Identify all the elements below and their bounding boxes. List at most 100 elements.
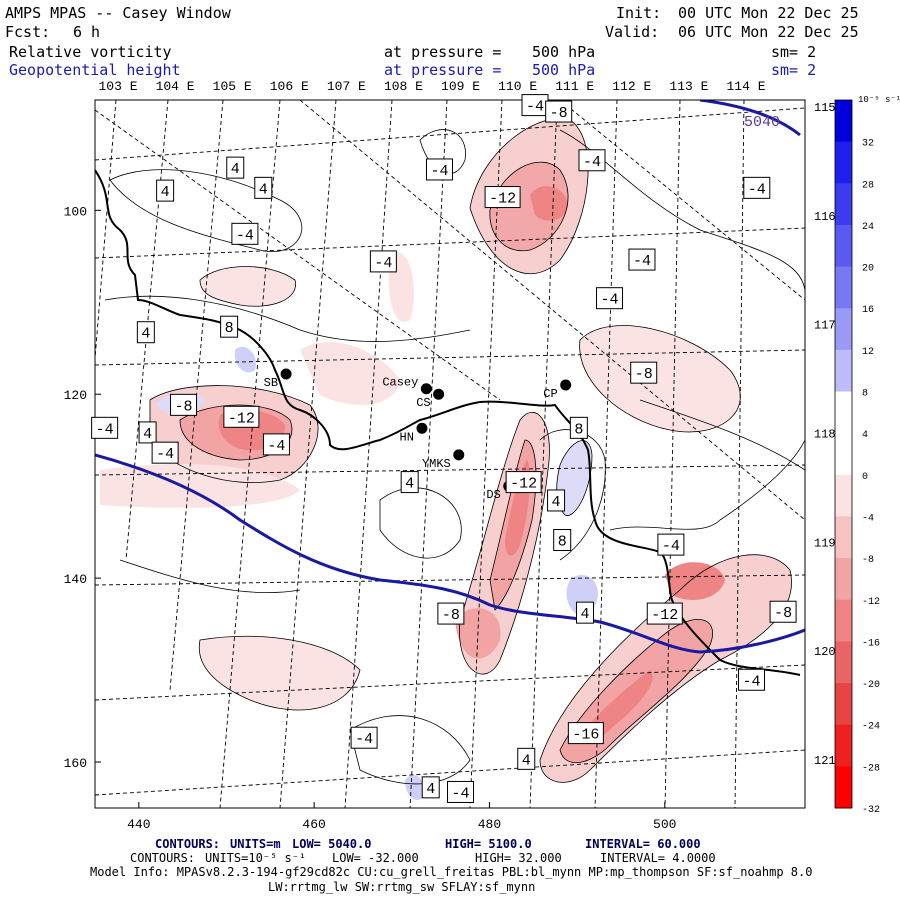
svg-text:-12: -12 [228,410,255,427]
contour-value-label: -8 [437,602,465,625]
station-marker [453,449,465,461]
colorbar-segment [835,100,852,143]
station-label: HN [400,430,414,444]
vorticity-label-layer: -4 -8-4-4-12-444 4-4-4 -4-44 8-8-8-12-44-4 8-… [91,94,797,803]
colorbar-label: -32 [862,805,880,816]
colorbar-label: 28 [862,180,874,191]
footer-height-units: UNITS=m [230,837,281,851]
longitude-label: 106 E [270,79,309,94]
contour-value-label: -4 [231,222,259,245]
svg-text:8: 8 [574,421,583,438]
coastline [95,169,801,676]
svg-text:-8: -8 [442,607,460,624]
contour-value-label: -12 [646,602,683,625]
colorbar-label: -28 [862,763,880,774]
contour-value-label: -4 [447,780,475,803]
x-tick-label: 460 [302,817,325,832]
field2-name: Geopotential height [9,61,181,79]
svg-text:-4: -4 [452,785,470,802]
longitude-label: 107 E [327,79,366,94]
longitude-label: 108 E [384,79,423,94]
colorbar-segment [835,724,852,767]
longitude-label: 103 E [98,79,137,94]
svg-text:-8: -8 [774,605,792,622]
contour-value-label: -4 [350,726,378,749]
svg-text:4: 4 [522,752,531,769]
svg-text:-4: -4 [355,731,373,748]
contour-value-label: 8 [569,416,588,439]
contour-value-label: -4 [91,416,119,439]
footer-height-high: HIGH= 5100.0 [445,837,532,851]
init-label: Init: [616,4,662,22]
station-marker [420,383,432,395]
contour-value-label: 4 [138,421,157,444]
colorbar-segment [835,266,852,309]
init-time: 00 UTC Mon 22 Dec 25 [678,4,859,22]
longitude-label-layer: 103 E 104 E 105 E 106 E 107 E 108 E 109 E 110 E… [98,79,765,94]
colorbar-label: -16 [862,638,880,649]
colorbar-segment [835,599,852,642]
station-label: SB [264,376,278,390]
contour-value-label: -8 [545,100,573,123]
fcst-label: Fcst: [5,23,51,41]
svg-text:-4: -4 [156,446,174,463]
svg-text:-4: -4 [601,292,619,309]
svg-text:-4: -4 [430,163,448,180]
height-contour-5040-north [699,100,801,137]
svg-text:-4: -4 [743,673,761,690]
station-marker [560,379,572,391]
station-label: CS [416,396,430,410]
colorbar-segment [835,308,852,351]
model-info: Model Info: MPASv8.2.3-194-gf29cd82c CU:… [90,865,813,879]
contour-value-label: 4 [254,176,273,199]
footer-height-low: LOW= 5040.0 [292,837,372,851]
footer-vort-interval: INTERVAL= 4.0000 [600,851,716,865]
graticule [95,100,805,808]
svg-text:-16: -16 [572,727,599,744]
svg-text:4: 4 [143,426,152,443]
svg-text:-4: -4 [526,99,544,116]
colorbar-label: -20 [862,680,880,691]
longitude-label: 105 E [213,79,252,94]
height-contour-label: 5040 [744,114,780,131]
y-tick-label: 120 [64,388,87,403]
colorbar-segment [835,224,852,268]
y-tick-label: 160 [64,756,87,771]
contour-value-label: 4 [575,601,594,624]
svg-text:-4: -4 [583,154,601,171]
field2-level-label: at pressure = [384,61,502,79]
svg-text:4: 4 [231,161,240,178]
colorbar-label: 4 [862,430,868,441]
field1-name: Relative vorticity [9,43,172,61]
svg-text:-12: -12 [489,191,516,208]
contour-value-label: -4 [369,250,397,273]
colorbar-segment [835,433,852,476]
plot-frame [94,99,806,809]
colorbar-label: 20 [862,264,874,275]
colorbar-label: 8 [862,389,868,400]
svg-text:-12: -12 [651,607,678,624]
longitude-label: 113 E [669,79,708,94]
footer-vort-units: UNITS=10⁻⁵ s⁻¹ [205,851,307,865]
colorbar-segment [835,474,852,517]
svg-text:-4: -4 [374,255,392,272]
colorbar-segment [835,516,852,559]
svg-text:4: 4 [426,781,435,798]
x-tick-label: 500 [653,817,676,832]
colorbar: 32 28 24 20 16 12 8 4 0 -4 -8 -12 -16 -20 -24 -28 -32 10⁻… [834,95,900,816]
longitude-label: 114 E [726,79,765,94]
model-title: AMPS MPAS -- Casey Window [5,4,231,22]
valid-time: 06 UTC Mon 22 Dec 25 [678,23,859,41]
field2-level: 500 hPa [532,61,596,79]
colorbar-label: -8 [862,555,874,566]
footer-vort-low: LOW= -32.000 [332,851,419,865]
colorbar-segment [835,641,852,684]
svg-text:4: 4 [580,606,589,623]
svg-text:-4: -4 [662,538,680,555]
station-marker [416,422,428,434]
colorbar-label: -4 [862,513,874,524]
svg-text:-8: -8 [550,105,568,122]
colorbar-segment [835,558,852,601]
svg-text:4: 4 [405,476,414,493]
